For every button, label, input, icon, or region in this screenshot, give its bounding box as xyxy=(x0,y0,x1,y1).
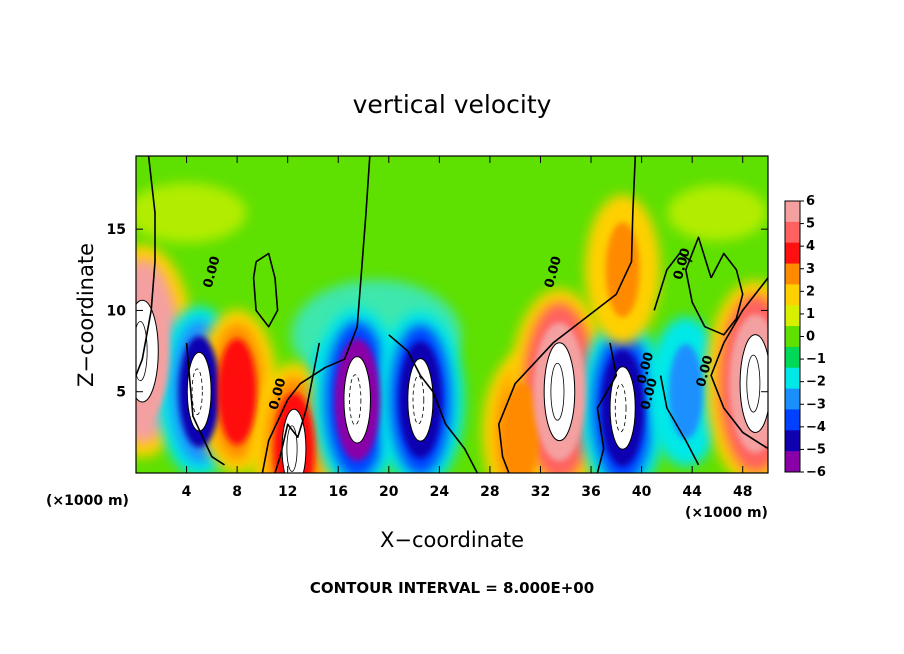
x-tick-label: 20 xyxy=(379,484,399,500)
colorbar-swatch xyxy=(785,388,800,410)
zero-contour-line xyxy=(136,156,156,376)
colorbar-swatch xyxy=(785,284,800,306)
contour-extreme-region xyxy=(609,366,636,450)
x-tick-label: 4 xyxy=(182,484,192,500)
zero-contour-line xyxy=(261,156,371,473)
y-axis-ticks: 5 10 15 xyxy=(107,222,768,401)
x-tick-label: 8 xyxy=(232,484,242,500)
colorbar-label: 3 xyxy=(806,262,815,277)
colorbar: 6 5 4 3 2 1 0 −1 −2 −3 −4 −5 −6 xyxy=(784,194,826,480)
field-feature-core xyxy=(503,382,540,473)
colorbar-label: −5 xyxy=(806,442,826,457)
x-tick-label: 44 xyxy=(682,484,702,500)
contour-extreme-region xyxy=(407,358,434,442)
zero-contour-line xyxy=(388,334,479,473)
x-tick-label: 16 xyxy=(328,484,347,500)
field-blob-yellowgreen xyxy=(667,184,768,241)
contour-interval-footer: CONTOUR INTERVAL = 8.000E+00 xyxy=(310,579,594,597)
contour-lines xyxy=(136,156,768,473)
colorbar-label: 0 xyxy=(806,330,815,345)
colorbar-swatch xyxy=(785,221,800,244)
contour-extreme-region xyxy=(343,356,371,444)
zero-contour-line xyxy=(710,277,768,450)
zero-contour-line xyxy=(185,342,225,466)
colorbar-swatch xyxy=(785,409,800,431)
colorbar-label: −6 xyxy=(806,465,826,480)
contour-inner xyxy=(746,354,761,413)
x-unit-right: (×1000 m) xyxy=(685,505,768,521)
contour-inner xyxy=(286,425,298,472)
contour-extreme-region xyxy=(136,299,159,403)
plot-frame xyxy=(135,155,769,474)
y-axis-label: Z−coordinate xyxy=(74,243,98,387)
colorbar-swatch xyxy=(785,326,800,348)
colorbar-swatch xyxy=(785,430,800,452)
y-tick-label: 5 xyxy=(116,385,126,401)
field-feature-core xyxy=(605,222,640,318)
field-blob-yellowgreen xyxy=(136,182,247,243)
colorbar-label: −2 xyxy=(806,375,826,390)
contour-inner xyxy=(191,368,203,415)
x-tick-label: 36 xyxy=(581,484,600,500)
colorbar-swatch xyxy=(785,451,800,473)
colorbar-label: 5 xyxy=(806,217,815,232)
x-tick-label: 12 xyxy=(278,484,297,500)
x-axis-ticks: 4 8 12 16 20 24 28 32 36 40 44 48 xyxy=(182,156,752,500)
colorbar-swatch xyxy=(785,305,800,327)
colorbar-label: 6 xyxy=(806,194,815,209)
plot-area xyxy=(136,156,768,473)
colorbar-swatch xyxy=(785,201,800,223)
colorbar-label: −4 xyxy=(806,420,826,435)
contour-inner xyxy=(550,362,565,421)
colorbar-label: −3 xyxy=(806,397,826,412)
zero-contour-line xyxy=(498,156,637,473)
contour-inner xyxy=(136,321,148,382)
y-tick-label: 15 xyxy=(107,222,126,238)
zero-contour-line xyxy=(685,236,744,336)
colorbar-label: 2 xyxy=(806,284,815,299)
x-tick-label: 32 xyxy=(531,484,550,500)
x-unit-left: (×1000 m) xyxy=(46,493,129,509)
zero-contour-line xyxy=(659,375,700,466)
x-axis-label: X−coordinate xyxy=(380,528,524,552)
colorbar-swatch xyxy=(785,346,800,369)
contour-inner xyxy=(412,375,425,425)
x-tick-label: 24 xyxy=(430,484,450,500)
colorbar-label: 1 xyxy=(806,307,815,322)
zero-contour-line xyxy=(274,342,321,473)
contour-extreme-region xyxy=(739,334,768,434)
contour-inner xyxy=(349,374,362,426)
colorbar-swatch xyxy=(785,367,800,390)
chart-title: vertical velocity xyxy=(353,90,552,119)
colorbar-label: −1 xyxy=(806,352,826,367)
colorbar-swatch xyxy=(785,242,800,265)
field-feature-core xyxy=(217,338,257,445)
colorbar-label: 4 xyxy=(806,239,815,254)
x-tick-label: 40 xyxy=(632,484,652,500)
contour-extreme-region xyxy=(543,342,576,442)
x-tick-label: 48 xyxy=(733,484,752,500)
x-tick-label: 28 xyxy=(480,484,499,500)
zero-contour-line xyxy=(252,252,279,328)
zero-contour-line xyxy=(653,252,693,311)
contour-inner xyxy=(614,383,627,433)
zero-contour-line xyxy=(596,342,618,473)
colorbar-swatch xyxy=(785,263,800,285)
y-tick-label: 10 xyxy=(107,303,127,319)
field-feature-core xyxy=(668,344,703,440)
field-cores xyxy=(136,222,768,473)
